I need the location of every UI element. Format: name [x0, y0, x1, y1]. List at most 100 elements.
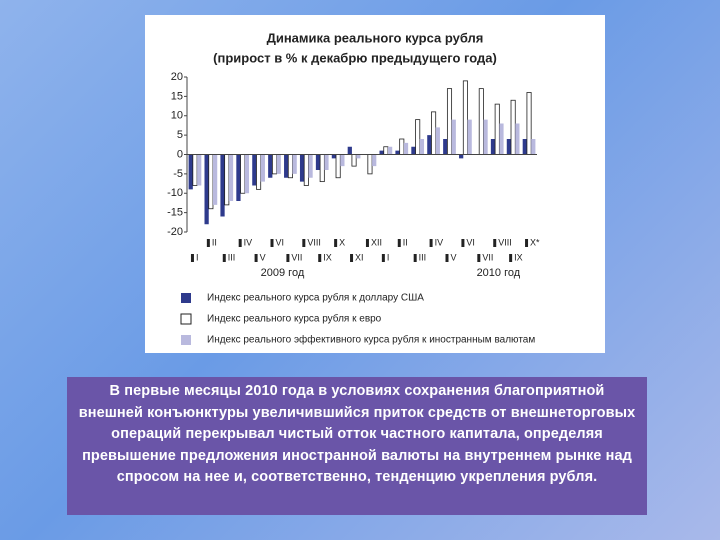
bar: [220, 154, 225, 217]
x-tick: [206, 239, 210, 247]
x-tick-label: VII: [291, 252, 302, 262]
bar: [459, 154, 464, 159]
x-tick: [318, 254, 322, 262]
bar: [271, 154, 278, 175]
bar: [506, 139, 512, 155]
x-tick: [238, 239, 242, 247]
bar: [467, 119, 472, 155]
bar: [490, 139, 496, 155]
x-tick-label: III: [419, 252, 427, 262]
x-tick-label: VI: [276, 237, 285, 247]
bar: [287, 154, 293, 179]
legend-swatch: [180, 313, 192, 325]
bar: [252, 154, 257, 186]
bar: [204, 154, 209, 225]
x-tick: [222, 254, 226, 262]
bar: [383, 146, 389, 155]
chart-panel: Динамика реального курса рубля (прирост …: [145, 15, 605, 353]
bar: [347, 146, 352, 155]
chart-subtitle: (прирост в % к декабрю предыдущего года): [213, 50, 497, 65]
bar: [403, 142, 409, 155]
bar: [526, 92, 532, 155]
bar: [292, 154, 297, 174]
bar: [399, 138, 405, 155]
bar: [372, 154, 377, 167]
x-tick: [254, 254, 258, 262]
x-tick: [270, 239, 274, 247]
chart: Динамика реального курса рубля (прирост …: [167, 30, 540, 345]
x-tick-label: VIII: [307, 237, 321, 247]
bar: [367, 154, 373, 175]
y-tick-label: 5: [177, 129, 183, 141]
x-tick: [381, 254, 385, 262]
x-tick: [334, 239, 338, 247]
bar: [499, 123, 504, 155]
x-tick-label: V: [451, 252, 457, 262]
bar: [522, 139, 527, 155]
bar: [427, 135, 432, 155]
bar: [324, 154, 329, 170]
bar: [197, 154, 202, 186]
bar: [446, 88, 453, 155]
bar: [435, 127, 440, 155]
bar: [192, 154, 198, 186]
bar: [244, 154, 250, 194]
bar: [256, 154, 262, 190]
y-tick-label: -5: [173, 168, 183, 180]
y-tick-label: 20: [171, 71, 183, 83]
x-tick-label: V: [260, 252, 266, 262]
x-tick-label: I: [196, 252, 199, 262]
bar: [415, 119, 421, 155]
legend-swatch: [181, 335, 191, 345]
bar: [510, 99, 516, 155]
bar: [443, 139, 448, 155]
x-tick: [429, 239, 433, 247]
x-tick: [413, 254, 417, 262]
x-tick: [302, 239, 306, 247]
bar: [462, 80, 468, 155]
caption: В первые месяцы 2010 года в условиях сох…: [67, 377, 647, 515]
x-tick-label: II: [403, 237, 408, 247]
legend-label: Индекс реального курса рубля к евро: [207, 313, 382, 325]
x-tick: [461, 239, 465, 247]
year-label: 2009 год: [261, 267, 305, 279]
bar: [387, 146, 393, 155]
x-tick: [397, 239, 401, 247]
bar: [335, 154, 341, 179]
x-tick: [365, 239, 369, 247]
x-tick: [190, 254, 194, 262]
bar: [331, 154, 337, 159]
bar: [395, 150, 400, 155]
x-tick-label: X: [339, 237, 345, 247]
x-tick-label: XI: [355, 252, 364, 262]
bar: [319, 154, 325, 183]
y-tick-label: 0: [177, 148, 183, 160]
x-tick-label: II: [212, 237, 217, 247]
x-tick-label: IV: [244, 237, 253, 247]
x-tick: [477, 254, 481, 262]
bar: [411, 146, 416, 155]
legend-label: Индекс реального курса рубля к доллару С…: [207, 292, 424, 304]
bar: [356, 154, 361, 159]
bar: [276, 154, 281, 174]
x-tick-label: IX: [323, 252, 332, 262]
y-tick-label: 15: [171, 90, 183, 102]
y-tick-label: -20: [167, 226, 183, 238]
bar: [340, 154, 345, 167]
bar: [351, 154, 357, 167]
y-tick-label: 10: [171, 110, 183, 122]
bar: [284, 154, 289, 178]
x-tick-label: I: [387, 252, 390, 262]
bar: [268, 154, 273, 178]
y-tick-label: -10: [167, 187, 183, 199]
bar: [315, 154, 321, 170]
bar: [303, 154, 309, 186]
bar: [308, 154, 313, 178]
x-tick-label: IX: [514, 252, 523, 262]
x-tick: [445, 254, 449, 262]
bar: [240, 154, 246, 194]
bar: [299, 154, 305, 182]
x-tick: [493, 239, 497, 247]
y-tick-label: -15: [167, 207, 183, 219]
